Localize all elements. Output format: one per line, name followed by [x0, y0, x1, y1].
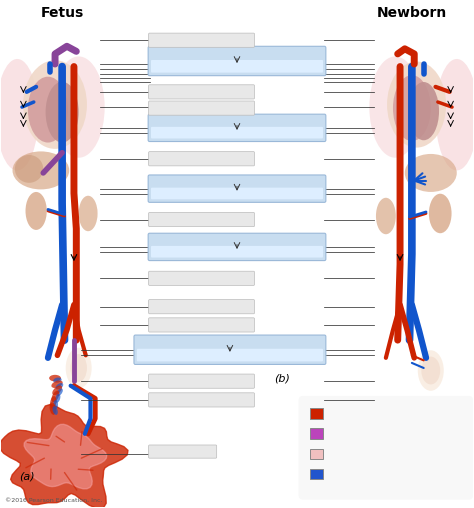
FancyBboxPatch shape — [148, 114, 326, 142]
Ellipse shape — [66, 347, 91, 388]
Ellipse shape — [26, 192, 47, 230]
Bar — [310, 428, 323, 439]
FancyBboxPatch shape — [149, 85, 255, 99]
Ellipse shape — [421, 357, 440, 385]
Ellipse shape — [23, 60, 87, 149]
Ellipse shape — [55, 394, 60, 403]
FancyBboxPatch shape — [149, 445, 217, 458]
Bar — [310, 469, 323, 480]
Ellipse shape — [393, 75, 431, 141]
Ellipse shape — [53, 406, 58, 415]
FancyBboxPatch shape — [299, 396, 474, 500]
Ellipse shape — [408, 82, 439, 140]
FancyBboxPatch shape — [149, 393, 255, 407]
Ellipse shape — [418, 350, 444, 391]
FancyBboxPatch shape — [137, 348, 323, 361]
Ellipse shape — [50, 396, 56, 409]
Ellipse shape — [369, 56, 421, 158]
FancyBboxPatch shape — [149, 318, 255, 332]
FancyBboxPatch shape — [149, 271, 255, 285]
Polygon shape — [24, 424, 107, 489]
Ellipse shape — [0, 59, 38, 170]
FancyBboxPatch shape — [148, 233, 326, 261]
Text: (a): (a) — [19, 472, 35, 482]
Ellipse shape — [429, 194, 452, 233]
Ellipse shape — [50, 402, 56, 415]
Text: ©2016 Pearson Education, Inc.: ©2016 Pearson Education, Inc. — [5, 498, 103, 503]
Ellipse shape — [56, 389, 63, 396]
Ellipse shape — [28, 77, 68, 143]
Ellipse shape — [51, 391, 59, 402]
Bar — [310, 449, 323, 459]
Polygon shape — [0, 404, 128, 508]
Ellipse shape — [436, 59, 474, 170]
FancyBboxPatch shape — [149, 212, 255, 227]
Ellipse shape — [53, 377, 62, 383]
Text: Fetus: Fetus — [40, 7, 84, 20]
Ellipse shape — [51, 380, 63, 388]
Text: (b): (b) — [274, 373, 290, 383]
Ellipse shape — [52, 386, 62, 395]
Ellipse shape — [53, 56, 105, 158]
FancyBboxPatch shape — [149, 33, 255, 47]
Ellipse shape — [49, 375, 61, 382]
FancyBboxPatch shape — [134, 335, 326, 364]
FancyBboxPatch shape — [151, 127, 323, 139]
Ellipse shape — [71, 354, 87, 382]
FancyBboxPatch shape — [149, 374, 255, 388]
Ellipse shape — [79, 196, 98, 231]
Ellipse shape — [55, 383, 63, 390]
Text: Newborn: Newborn — [377, 7, 447, 20]
FancyBboxPatch shape — [149, 300, 255, 314]
FancyBboxPatch shape — [151, 246, 323, 258]
FancyBboxPatch shape — [149, 101, 255, 115]
FancyBboxPatch shape — [151, 60, 323, 73]
Ellipse shape — [46, 82, 79, 143]
Ellipse shape — [53, 400, 58, 409]
Ellipse shape — [15, 155, 43, 183]
Ellipse shape — [376, 198, 396, 234]
FancyBboxPatch shape — [148, 46, 326, 76]
Ellipse shape — [12, 151, 69, 189]
FancyBboxPatch shape — [149, 152, 255, 166]
FancyBboxPatch shape — [151, 187, 323, 199]
Bar — [310, 408, 323, 419]
Ellipse shape — [387, 61, 446, 148]
FancyBboxPatch shape — [148, 175, 326, 202]
Ellipse shape — [405, 154, 457, 192]
